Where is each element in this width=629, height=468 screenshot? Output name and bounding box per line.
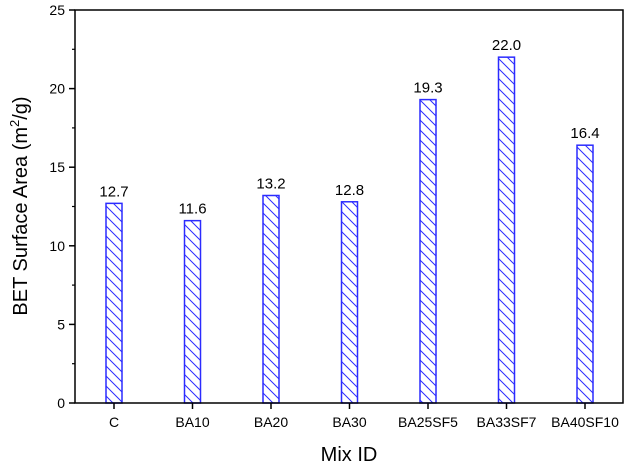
y-tick-label: 0: [57, 395, 65, 411]
bar: [419, 98, 437, 404]
bar: [105, 202, 123, 404]
value-labels: 12.7 11.6 13.2 12.8 19.3 22.0 16.4: [99, 37, 599, 217]
bar-value-label: 13.2: [256, 175, 285, 192]
bar-value-label: 19.3: [413, 80, 442, 97]
bar-value-label: 16.4: [570, 125, 599, 142]
x-tick-label: BA25SF5: [398, 414, 458, 430]
bar: [497, 56, 516, 404]
bar-value-label: 12.7: [99, 183, 128, 200]
x-tick-label: BA33SF7: [477, 414, 537, 430]
bar-value-label: 12.8: [335, 182, 364, 199]
x-tick-label: BA30: [332, 414, 366, 430]
y-axis: 0 5 10 15 20 25: [49, 2, 75, 411]
x-tick-label: BA20: [254, 414, 288, 430]
x-tick-label: BA10: [175, 414, 209, 430]
y-axis-title: BET Surface Area (m2/g): [7, 96, 32, 315]
x-tick-label: BA40SF10: [551, 414, 619, 430]
y-tick-label: 25: [49, 2, 65, 18]
bar-series: [105, 56, 594, 404]
bar-value-label: 11.6: [178, 201, 206, 218]
x-tick-label: C: [109, 414, 119, 430]
bar: [183, 219, 202, 404]
bar: [576, 144, 594, 404]
y-tick-label: 5: [57, 316, 65, 332]
bar: [340, 201, 359, 404]
x-axis-title: Mix ID: [321, 444, 378, 466]
y-tick-label: 10: [49, 238, 65, 254]
y-tick-label: 15: [49, 159, 65, 175]
bar-value-label: 22.0: [492, 37, 521, 54]
x-axis: C BA10 BA20 BA30 BA25SF5 BA33SF7 BA40SF10: [109, 403, 619, 430]
bar: [262, 194, 280, 404]
y-tick-label: 20: [49, 81, 65, 97]
